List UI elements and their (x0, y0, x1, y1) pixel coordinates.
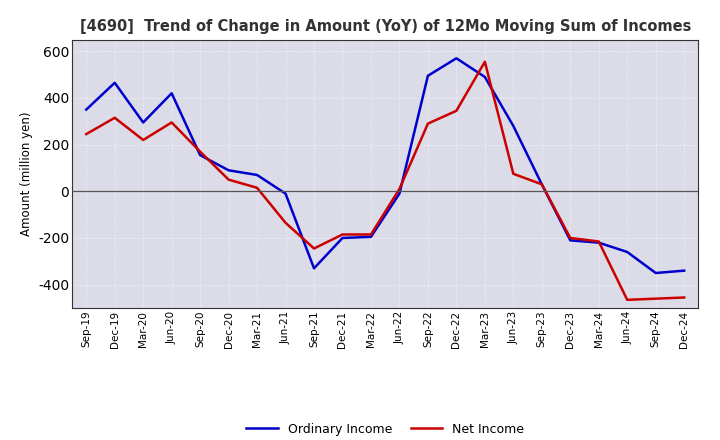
Ordinary Income (196, 153, 204, 158)
Ordinary Income (225, 168, 233, 173)
Net Income (537, 182, 546, 187)
Net Income (423, 121, 432, 126)
Ordinary Income (139, 120, 148, 125)
Line: Net Income: Net Income (86, 62, 684, 300)
Ordinary Income (680, 268, 688, 273)
Net Income (225, 177, 233, 182)
Ordinary Income (423, 73, 432, 78)
Net Income (652, 296, 660, 301)
Y-axis label: Amount (million yen): Amount (million yen) (19, 112, 32, 236)
Net Income (110, 115, 119, 121)
Ordinary Income (366, 234, 375, 239)
Line: Ordinary Income: Ordinary Income (86, 58, 684, 273)
Net Income (253, 185, 261, 191)
Ordinary Income (110, 80, 119, 85)
Net Income (566, 235, 575, 241)
Net Income (480, 59, 489, 64)
Net Income (623, 297, 631, 302)
Ordinary Income (537, 182, 546, 187)
Ordinary Income (623, 249, 631, 255)
Net Income (509, 171, 518, 176)
Net Income (338, 232, 347, 237)
Title: [4690]  Trend of Change in Amount (YoY) of 12Mo Moving Sum of Incomes: [4690] Trend of Change in Amount (YoY) o… (79, 19, 691, 34)
Net Income (82, 132, 91, 137)
Ordinary Income (452, 55, 461, 61)
Net Income (310, 246, 318, 251)
Ordinary Income (652, 270, 660, 275)
Net Income (282, 220, 290, 225)
Ordinary Income (282, 191, 290, 196)
Ordinary Income (595, 240, 603, 245)
Net Income (167, 120, 176, 125)
Ordinary Income (566, 238, 575, 243)
Net Income (366, 232, 375, 237)
Net Income (595, 239, 603, 244)
Net Income (196, 149, 204, 154)
Ordinary Income (82, 107, 91, 112)
Ordinary Income (338, 235, 347, 241)
Ordinary Income (509, 123, 518, 128)
Net Income (452, 108, 461, 114)
Net Income (680, 295, 688, 300)
Net Income (139, 137, 148, 143)
Legend: Ordinary Income, Net Income: Ordinary Income, Net Income (241, 418, 529, 440)
Ordinary Income (395, 191, 404, 196)
Ordinary Income (310, 266, 318, 271)
Ordinary Income (480, 74, 489, 80)
Net Income (395, 186, 404, 191)
Ordinary Income (167, 91, 176, 96)
Ordinary Income (253, 172, 261, 178)
